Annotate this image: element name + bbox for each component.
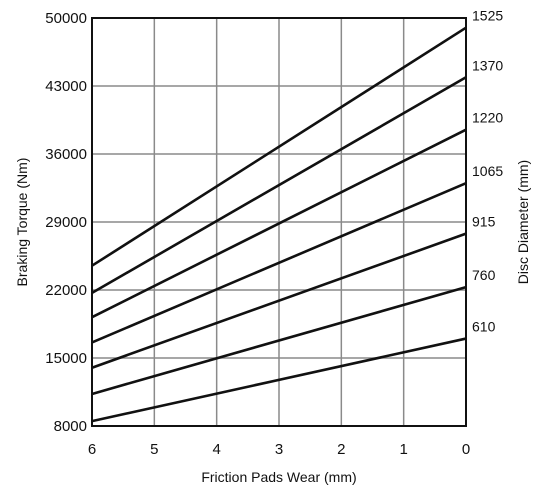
series-line-760 (91, 285, 467, 396)
x-tick-label: 6 (88, 441, 96, 458)
y-tick-label: 22000 (45, 282, 87, 299)
y-tick-label: 50000 (45, 10, 87, 27)
disc-diameter-label: 1220 (472, 110, 503, 126)
y-tick-labels: 8000 15000 22000 29000 36000 43000 50000 (45, 10, 87, 435)
x-axis-title: Friction Pads Wear (mm) (201, 469, 356, 485)
series-line-1525 (91, 26, 467, 267)
y-tick-label: 15000 (45, 350, 87, 367)
disc-diameter-labels: 1525 1370 1220 1065 915 760 610 (472, 8, 503, 335)
x-tick-labels: 6 5 4 3 2 1 0 (88, 441, 470, 458)
series-line-1065 (91, 181, 467, 344)
series-lines (91, 26, 467, 423)
y-axis-title: Braking Torque (Nm) (14, 158, 30, 287)
x-tick-label: 0 (462, 441, 470, 458)
disc-diameter-label: 610 (472, 319, 496, 335)
series-line-1370 (91, 76, 467, 295)
series-line-915 (91, 232, 467, 369)
disc-diameter-label: 1065 (472, 163, 503, 179)
plot-frame (91, 17, 467, 427)
x-tick-label: 1 (399, 441, 407, 458)
grid (91, 17, 467, 427)
disc-diameter-label: 760 (472, 267, 496, 283)
right-axis-title: Disc Diameter (mm) (515, 160, 531, 284)
y-tick-label: 36000 (45, 146, 87, 163)
disc-diameter-label: 1370 (472, 57, 503, 73)
series-line-610 (91, 337, 467, 423)
series-line-1220 (91, 128, 467, 319)
y-tick-label: 43000 (45, 78, 87, 95)
y-tick-label: 29000 (45, 214, 87, 231)
x-tick-label: 5 (150, 441, 158, 458)
y-tick-label: 8000 (54, 418, 87, 435)
disc-diameter-label: 915 (472, 214, 496, 230)
x-tick-label: 4 (212, 441, 220, 458)
x-tick-label: 2 (337, 441, 345, 458)
x-tick-label: 3 (275, 441, 283, 458)
disc-diameter-label: 1525 (472, 8, 503, 24)
